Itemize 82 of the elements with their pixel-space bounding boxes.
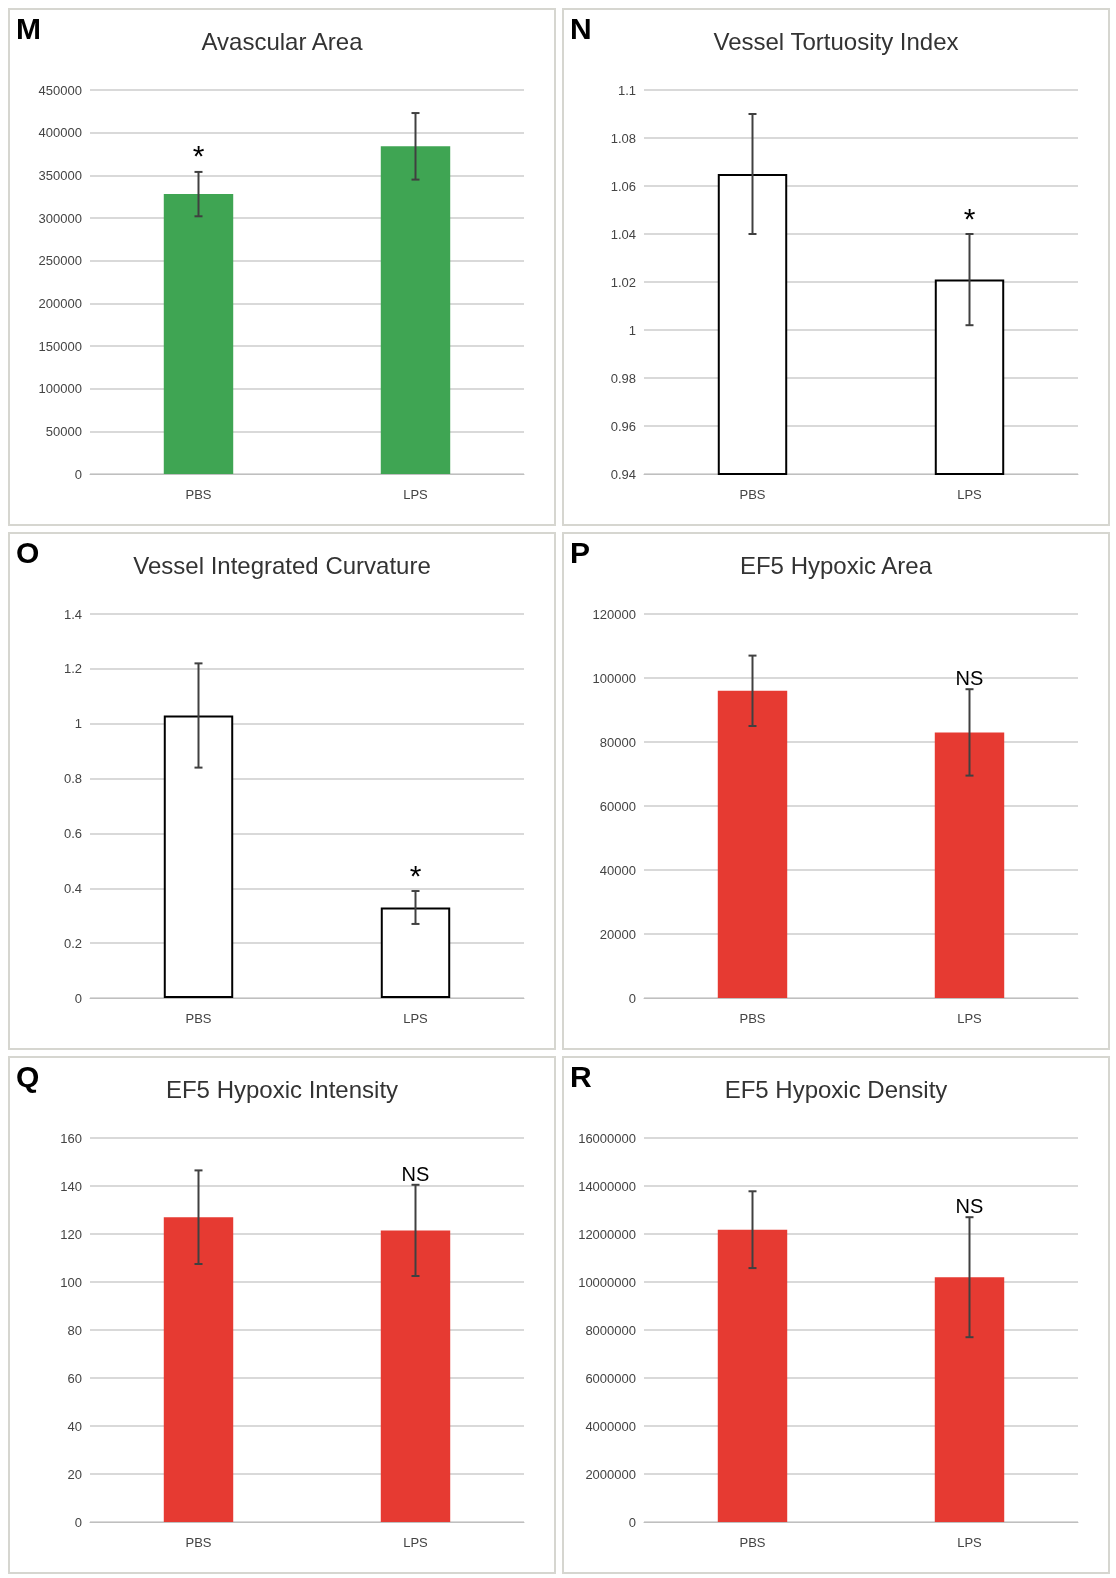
x-tick-label: LPS	[403, 1011, 429, 1026]
chart-title: EF5 Hypoxic Area	[739, 551, 933, 579]
y-tick-label: 100	[60, 1274, 82, 1290]
y-tick-label: 400000	[38, 125, 82, 141]
chart-title: Vessel Tortuosity Index	[713, 27, 959, 55]
y-tick-label: 0	[74, 990, 82, 1006]
y-tick-label: 50000	[45, 423, 82, 439]
y-tick-label: 350000	[38, 167, 82, 183]
y-tick-label: 300000	[38, 210, 82, 226]
text: R	[570, 1060, 592, 1094]
y-tick-label: 1.1	[617, 82, 636, 98]
y-tick-label: 200000	[38, 295, 82, 311]
y-tick-label: 60	[67, 1370, 82, 1386]
data-label: *	[192, 139, 205, 173]
text: M	[16, 12, 41, 46]
y-tick-label: 80	[67, 1322, 82, 1338]
y-tick-label: 0.96	[610, 418, 636, 434]
y-tick-label: 4000000	[585, 1418, 636, 1434]
y-tick-label: 14000000	[578, 1178, 636, 1194]
y-tick-label: 60000	[599, 798, 636, 814]
y-tick-label: 100000	[592, 670, 636, 686]
y-tick-label: 2000000	[585, 1466, 636, 1482]
y-tick-label: 1.4	[63, 606, 82, 622]
data-label: NS	[401, 1162, 430, 1185]
y-tick-label: 120000	[592, 606, 636, 622]
y-tick-label: 20	[67, 1466, 82, 1482]
y-tick-label: 0	[628, 1514, 636, 1530]
y-tick-label: 0.94	[610, 466, 636, 482]
x-tick-label: LPS	[957, 1535, 983, 1550]
y-tick-label: 40000	[599, 862, 636, 878]
y-tick-label: 1.02	[610, 274, 636, 290]
x-tick-label: PBS	[185, 1011, 212, 1026]
x-tick-label: PBS	[185, 1535, 212, 1550]
y-tick-label: 10000000	[578, 1274, 636, 1290]
y-tick-label: 12000000	[578, 1226, 636, 1242]
chart-title: EF5 Hypoxic Density	[724, 1075, 948, 1103]
x-tick-label: LPS	[403, 487, 429, 502]
text: O	[16, 536, 40, 570]
y-tick-label: 0.4	[63, 880, 82, 896]
y-tick-label: 0.8	[63, 771, 82, 787]
x-tick-label: LPS	[957, 1011, 983, 1026]
x-tick-label: LPS	[403, 1535, 429, 1550]
y-tick-label: 140	[60, 1178, 82, 1194]
y-tick-label: 0.2	[63, 935, 82, 951]
y-tick-label: 120	[60, 1226, 82, 1242]
y-tick-label: 80000	[599, 734, 636, 750]
data-label: NS	[955, 1195, 984, 1218]
x-tick-label: PBS	[739, 1535, 766, 1550]
x-tick-label: PBS	[185, 487, 212, 502]
y-tick-label: 20000	[599, 926, 636, 942]
y-tick-label: 1	[74, 716, 82, 732]
y-tick-label: 16000000	[578, 1130, 636, 1146]
y-tick-label: 0.98	[610, 370, 636, 386]
y-tick-label: 0.6	[63, 825, 82, 841]
text: N	[570, 12, 592, 46]
y-tick-label: 250000	[38, 253, 82, 269]
chart-title: Vessel Integrated Curvature	[133, 551, 431, 579]
y-tick-label: 6000000	[585, 1370, 636, 1386]
y-tick-label: 1.08	[610, 130, 636, 146]
chart-title: Avascular Area	[201, 27, 364, 55]
y-tick-label: 8000000	[585, 1322, 636, 1338]
y-tick-label: 150000	[38, 338, 82, 354]
data-label: NS	[955, 667, 984, 690]
y-tick-label: 40	[67, 1418, 82, 1434]
y-tick-label: 0	[74, 1514, 82, 1530]
x-tick-label: LPS	[957, 487, 983, 502]
y-tick-label: 450000	[38, 82, 82, 98]
y-tick-label: 1.2	[63, 661, 82, 677]
y-tick-label: 1.04	[610, 226, 636, 242]
y-tick-label: 1	[628, 322, 636, 338]
text: Q	[16, 1060, 40, 1094]
data-label: *	[409, 858, 422, 892]
chart-title: EF5 Hypoxic Intensity	[165, 1075, 399, 1103]
text: P	[570, 536, 591, 570]
y-tick-label: 100000	[38, 381, 82, 397]
data-label: *	[963, 201, 976, 235]
y-tick-label: 160	[60, 1130, 82, 1146]
y-tick-label: 1.06	[610, 178, 636, 194]
y-tick-label: 0	[74, 466, 82, 482]
x-tick-label: PBS	[739, 487, 766, 502]
x-tick-label: PBS	[739, 1011, 766, 1026]
y-tick-label: 0	[628, 990, 636, 1006]
